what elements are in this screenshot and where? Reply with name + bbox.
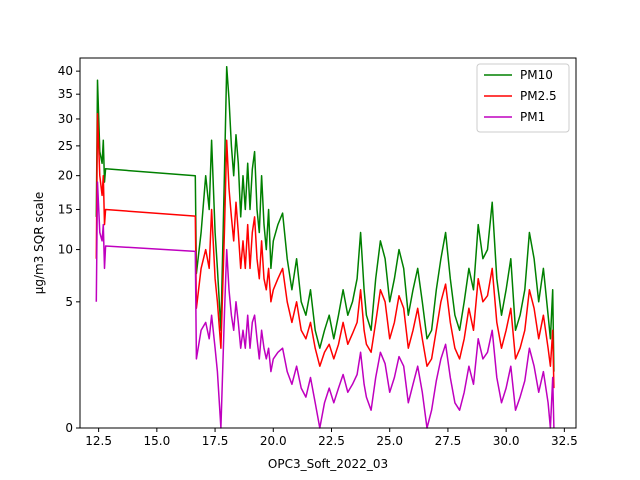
x-tick-label: 12.5 [85,434,112,448]
legend-label: PM2.5 [520,89,557,103]
x-tick-label: 22.5 [318,434,345,448]
legend: PM10 PM2.5 PM1 [476,63,570,133]
y-tick-label: 40 [58,64,73,78]
x-tick-label: 27.5 [435,434,462,448]
series-line-pm10 [95,65,555,372]
x-tick-label: 15.0 [143,434,170,448]
x-axis-label: OPC3_Soft_2022_03 [268,457,388,471]
y-tick-label: 15 [58,202,73,216]
y-tick-label: 5 [65,295,73,309]
x-tick-label: 17.5 [202,434,229,448]
series-line-pm1 [95,181,555,429]
x-tick-label: 30.0 [493,434,520,448]
series-group [95,65,555,429]
series-line-pm2-5 [95,113,555,389]
x-tick-label: 20.0 [260,434,287,448]
x-tick-label: 32.5 [551,434,578,448]
legend-label: PM1 [520,110,545,124]
y-tick-label: 20 [58,169,73,183]
y-tick-label: 30 [58,112,73,126]
y-axis: 0 5 10 15 20 25 30 35 40 [58,64,80,435]
y-axis-label: µg/m3 SQR scale [32,192,46,295]
y-tick-label: 0 [65,421,73,435]
legend-label: PM10 [520,68,553,82]
x-axis: 12.5 15.0 17.5 20.0 22.5 25.0 27.5 30.0 32.5 [85,428,578,448]
y-tick-label: 25 [58,139,73,153]
axes-frame [79,57,577,429]
y-tick-label: 10 [58,243,73,257]
y-tick-label: 35 [58,87,73,101]
x-tick-label: 25.0 [376,434,403,448]
legend-box [476,63,570,133]
